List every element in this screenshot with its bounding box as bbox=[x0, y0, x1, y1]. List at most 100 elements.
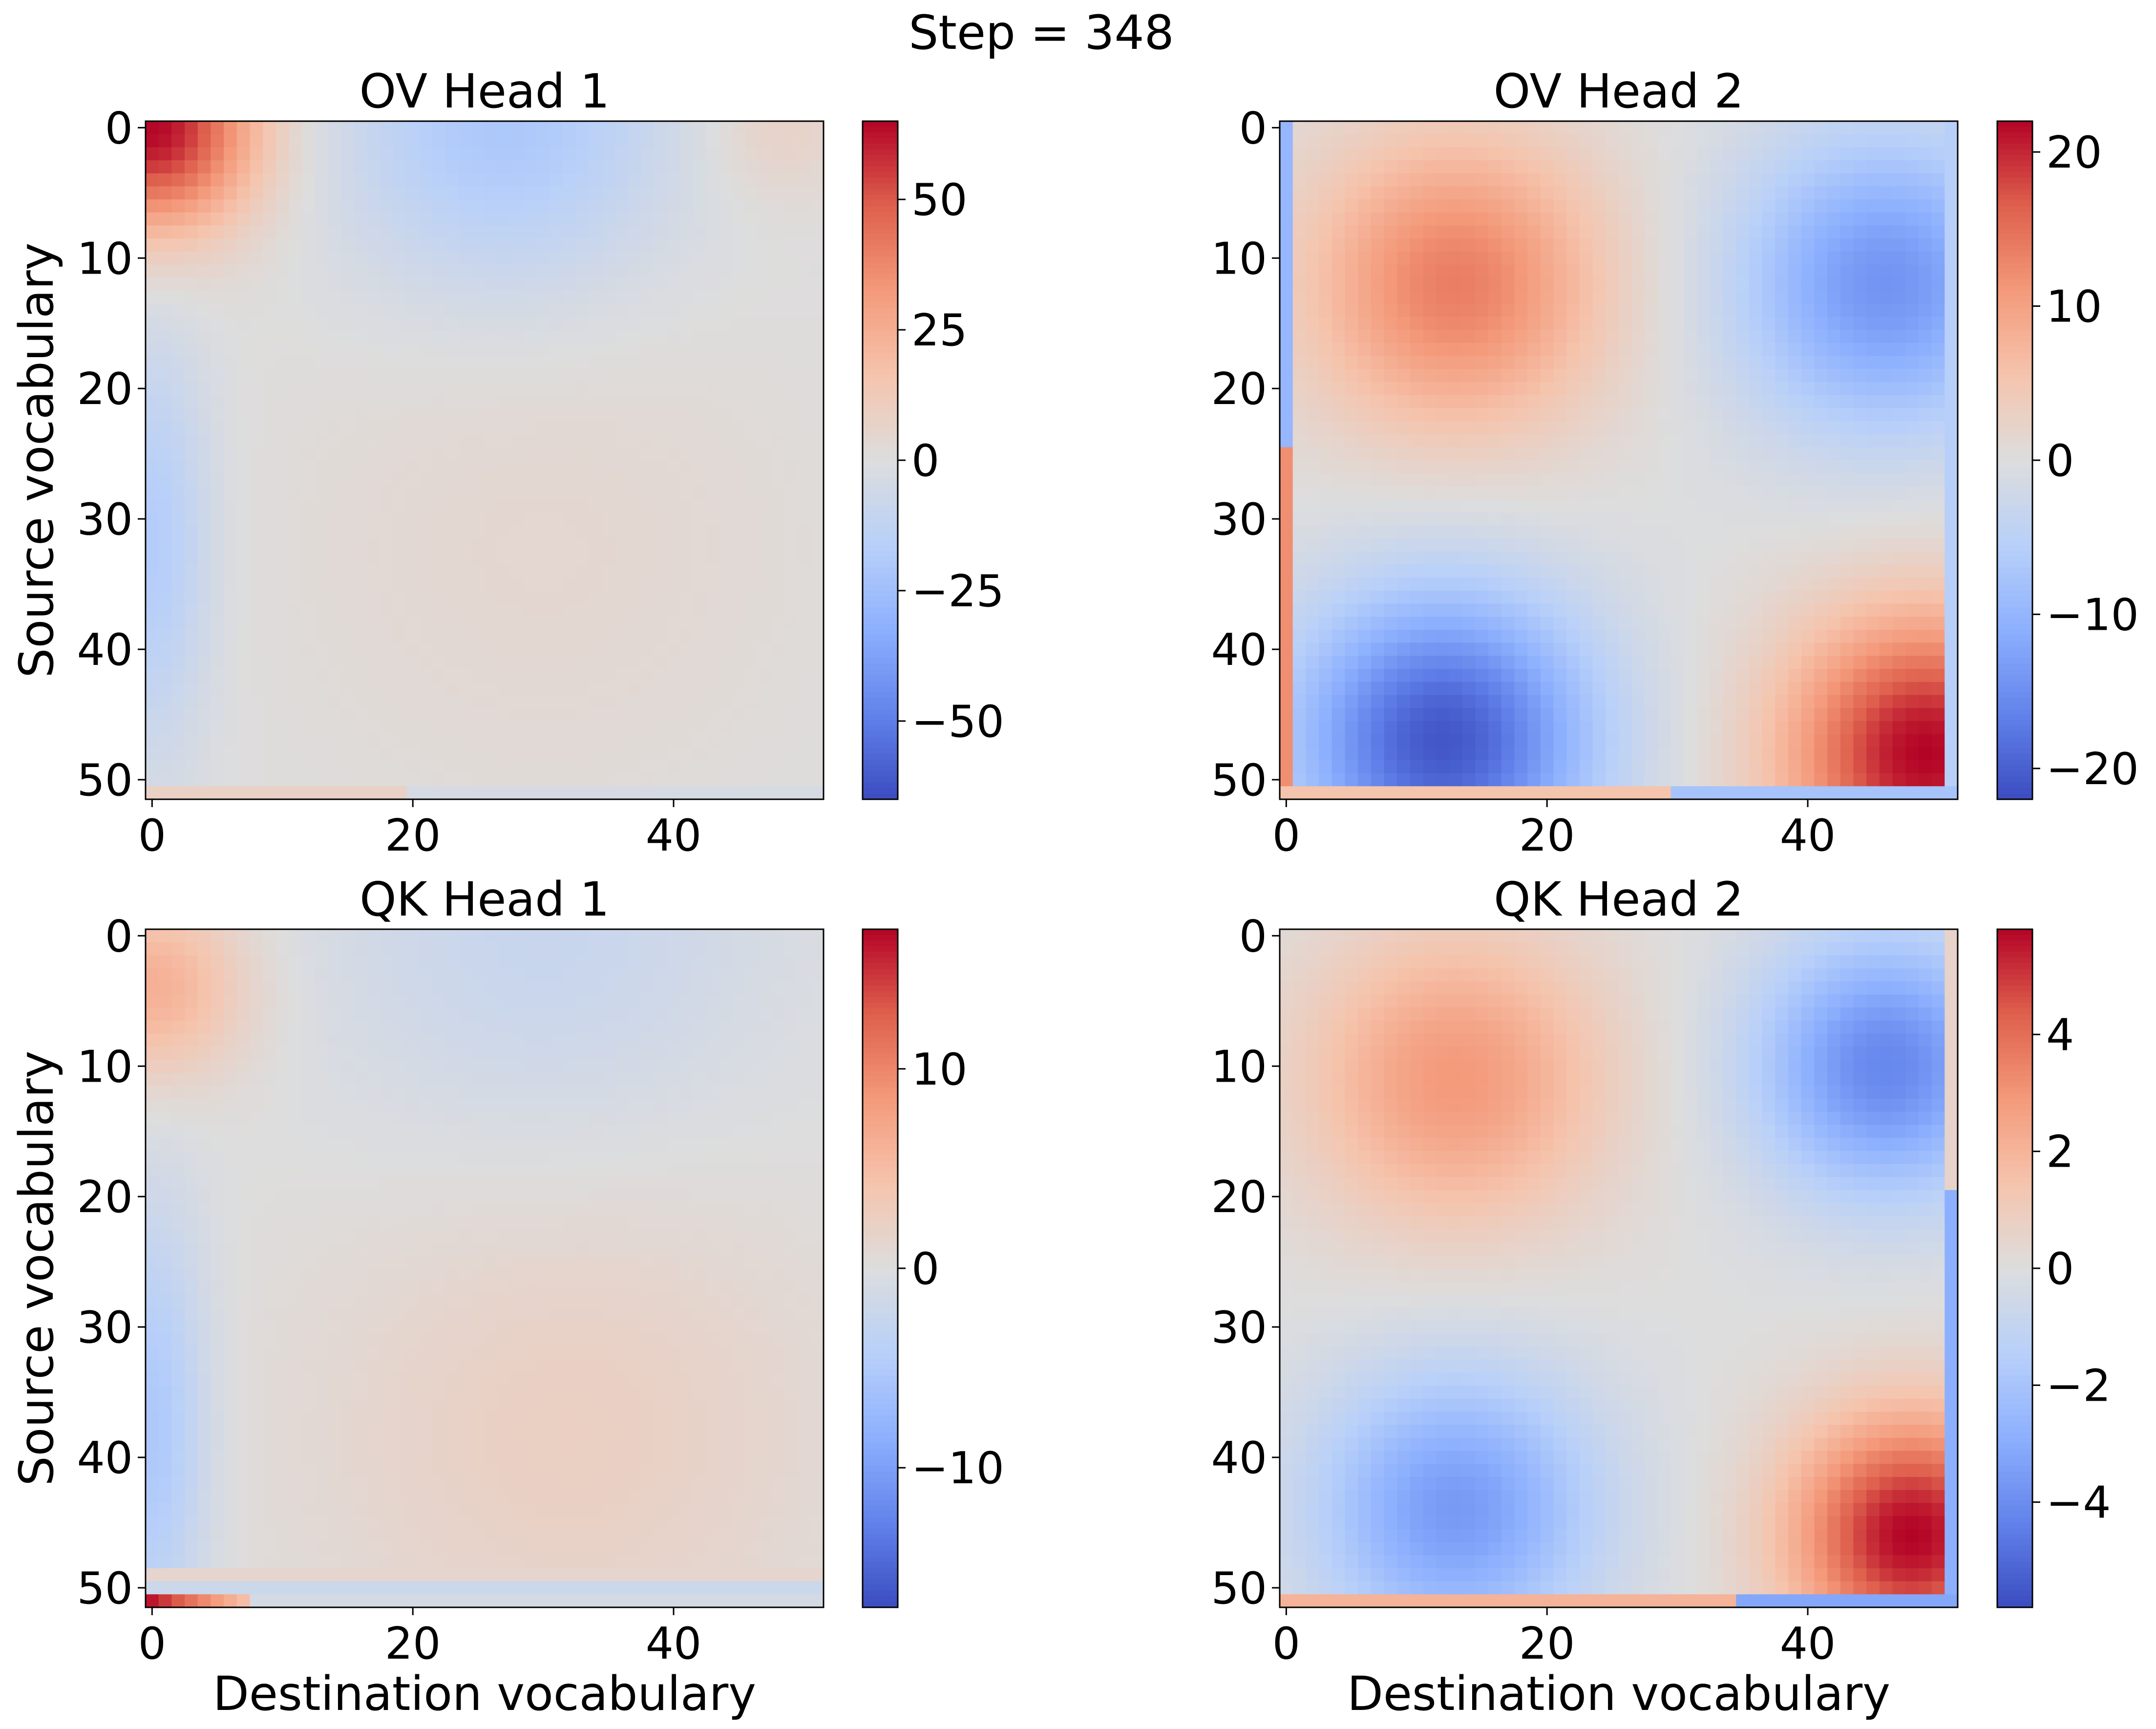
heatmap-cell bbox=[1566, 577, 1580, 591]
heatmap-cell bbox=[1945, 499, 1958, 513]
heatmap-cell bbox=[236, 734, 251, 747]
heatmap-cell bbox=[250, 656, 263, 669]
heatmap-cell bbox=[445, 721, 459, 735]
heatmap-cell bbox=[680, 369, 694, 383]
colorbar-segment bbox=[863, 635, 898, 641]
heatmap-cell bbox=[250, 173, 263, 187]
heatmap-cell bbox=[1670, 238, 1685, 252]
heatmap-cell bbox=[146, 199, 159, 213]
heatmap-cell bbox=[771, 630, 785, 643]
heatmap-cell bbox=[1280, 630, 1293, 643]
heatmap-cell bbox=[380, 538, 394, 552]
heatmap-cell bbox=[1410, 499, 1424, 513]
heatmap-cell bbox=[380, 238, 394, 252]
heatmap-cell bbox=[1684, 447, 1697, 461]
heatmap-cell bbox=[250, 121, 263, 135]
heatmap-cell bbox=[1814, 212, 1828, 226]
heatmap-cell bbox=[211, 160, 224, 174]
heatmap-cell bbox=[302, 551, 316, 565]
heatmap-cell bbox=[1410, 590, 1424, 604]
heatmap-cell bbox=[263, 134, 276, 148]
heatmap-cell bbox=[706, 747, 720, 761]
heatmap-cell bbox=[1879, 291, 1893, 304]
heatmap-cell bbox=[302, 251, 316, 265]
heatmap-cell bbox=[1853, 186, 1867, 200]
heatmap-cell bbox=[1423, 630, 1437, 643]
heatmap-cell bbox=[171, 264, 185, 278]
heatmap-cell bbox=[1306, 421, 1319, 435]
heatmap-cell bbox=[315, 486, 329, 500]
heatmap-cell bbox=[758, 460, 772, 474]
heatmap-cell bbox=[250, 682, 263, 696]
heatmap-cell bbox=[1684, 590, 1697, 604]
heatmap-cell bbox=[497, 734, 511, 747]
heatmap-cell bbox=[1292, 577, 1306, 591]
heatmap-cell bbox=[275, 642, 290, 656]
heatmap-cell bbox=[771, 317, 785, 330]
heatmap-cell bbox=[1853, 499, 1867, 513]
heatmap-cell bbox=[628, 721, 641, 735]
heatmap-cell bbox=[706, 499, 720, 513]
heatmap-cell bbox=[1280, 342, 1293, 357]
heatmap-cell bbox=[1475, 499, 1489, 513]
heatmap-cell bbox=[211, 642, 224, 656]
heatmap-cell bbox=[158, 551, 172, 565]
heatmap-cell bbox=[719, 395, 733, 408]
heatmap-cell bbox=[1332, 264, 1346, 278]
heatmap-cell bbox=[1945, 291, 1958, 304]
heatmap-cell bbox=[1945, 303, 1958, 317]
heatmap-cell bbox=[810, 590, 824, 604]
heatmap-cell bbox=[628, 147, 641, 161]
heatmap-cell bbox=[432, 460, 446, 474]
heatmap-cell bbox=[550, 590, 563, 604]
heatmap-cell bbox=[706, 291, 720, 304]
heatmap-cell bbox=[250, 486, 263, 500]
heatmap-cell bbox=[1358, 225, 1372, 239]
heatmap-cell bbox=[1592, 512, 1606, 526]
heatmap-cell bbox=[1788, 238, 1802, 252]
heatmap-cell bbox=[1306, 656, 1319, 669]
heatmap-cell bbox=[236, 695, 251, 708]
heatmap-cell bbox=[432, 786, 446, 800]
heatmap-cell bbox=[667, 721, 680, 735]
heatmap-cell bbox=[1292, 317, 1306, 330]
heatmap-cell bbox=[406, 630, 420, 643]
heatmap-cell bbox=[1319, 590, 1332, 604]
heatmap-cell bbox=[406, 238, 420, 252]
heatmap-cell bbox=[406, 291, 420, 304]
heatmap-cell bbox=[445, 603, 459, 617]
heatmap-cell bbox=[1540, 538, 1554, 552]
heatmap-cell bbox=[146, 617, 159, 630]
heatmap-cell bbox=[797, 303, 811, 317]
heatmap-cell bbox=[1371, 317, 1385, 330]
heatmap-cell bbox=[406, 590, 420, 604]
heatmap-cell bbox=[485, 577, 498, 591]
heatmap-cell bbox=[693, 173, 707, 187]
heatmap-cell bbox=[1892, 264, 1906, 278]
heatmap-cell bbox=[1749, 342, 1763, 357]
heatmap-cell bbox=[797, 773, 811, 787]
heatmap-cell bbox=[263, 473, 276, 487]
heatmap-cell bbox=[680, 160, 694, 174]
heatmap-cell bbox=[171, 721, 185, 735]
heatmap-cell bbox=[1371, 342, 1385, 357]
heatmap-cell bbox=[719, 708, 733, 722]
heatmap-cell bbox=[797, 264, 811, 278]
heatmap-cell bbox=[354, 277, 368, 291]
heatmap-cell bbox=[1319, 525, 1332, 539]
heatmap-cell bbox=[1514, 225, 1528, 239]
heatmap-cell bbox=[1514, 342, 1528, 357]
heatmap-cell bbox=[171, 447, 185, 461]
heatmap-cell bbox=[1436, 238, 1450, 252]
heatmap-cell bbox=[1670, 342, 1685, 357]
heatmap-cell bbox=[1384, 173, 1397, 187]
heatmap-cell bbox=[1801, 642, 1815, 656]
heatmap-cell bbox=[1788, 630, 1802, 643]
heatmap-cell bbox=[185, 212, 198, 226]
heatmap-cell bbox=[1579, 212, 1593, 226]
heatmap-cell bbox=[1592, 160, 1606, 174]
heatmap-cell bbox=[1879, 342, 1893, 357]
heatmap-cell bbox=[1540, 421, 1554, 435]
heatmap-cell bbox=[341, 342, 355, 357]
heatmap-cell bbox=[654, 186, 668, 200]
